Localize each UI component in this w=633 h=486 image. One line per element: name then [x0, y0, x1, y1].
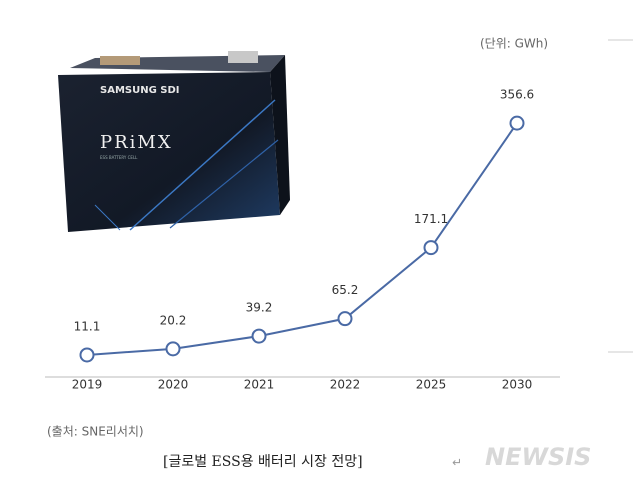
line [86, 122, 518, 356]
terminal [228, 51, 258, 63]
plot: 2019 2020 2021 2022 2025 2030 11.1 20.2 39.2 65.2… [72, 88, 534, 392]
decor-line [94, 204, 121, 231]
caption-mark: ↵ [452, 456, 462, 470]
data-label: 171.1 [414, 212, 448, 226]
marker [509, 115, 525, 131]
data-label: 11.1 [74, 319, 101, 333]
decor-line [169, 139, 279, 229]
x-tick-label: 2019 [72, 378, 103, 392]
unit-label: (단위: GWh) [480, 37, 548, 51]
data-label: 65.2 [332, 283, 359, 297]
brand: SAMSUNG SDI [100, 85, 180, 96]
marker [337, 311, 353, 327]
battery-side [270, 55, 290, 215]
x-tick-label: 2025 [416, 378, 447, 392]
caption: [글로벌 ESS용 배터리 시장 전망] [163, 454, 363, 470]
marker [423, 240, 439, 256]
x-tick-label: 2021 [244, 378, 275, 392]
marker [165, 341, 181, 357]
data-label: 20.2 [160, 313, 187, 327]
product-subtitle: ESS BATTERY CELL [100, 155, 138, 160]
battery-face [58, 72, 280, 232]
battery-image: SAMSUNG SDI PRiMX ESS BATTERY CELL [58, 51, 290, 232]
data-label: 39.2 [246, 301, 273, 315]
source: (출처: SNE리서치) [47, 425, 144, 439]
marker [79, 347, 95, 363]
terminal [100, 56, 140, 65]
x-tick-label: 2020 [158, 378, 189, 392]
decor-line [129, 99, 276, 231]
watermark: NEWSIS [485, 443, 591, 471]
data-label: 356.6 [500, 88, 534, 102]
x-tick-label: 2030 [502, 378, 533, 392]
product: PRiMX [100, 132, 173, 153]
x-tick-label: 2022 [330, 378, 361, 392]
marker [251, 328, 267, 344]
